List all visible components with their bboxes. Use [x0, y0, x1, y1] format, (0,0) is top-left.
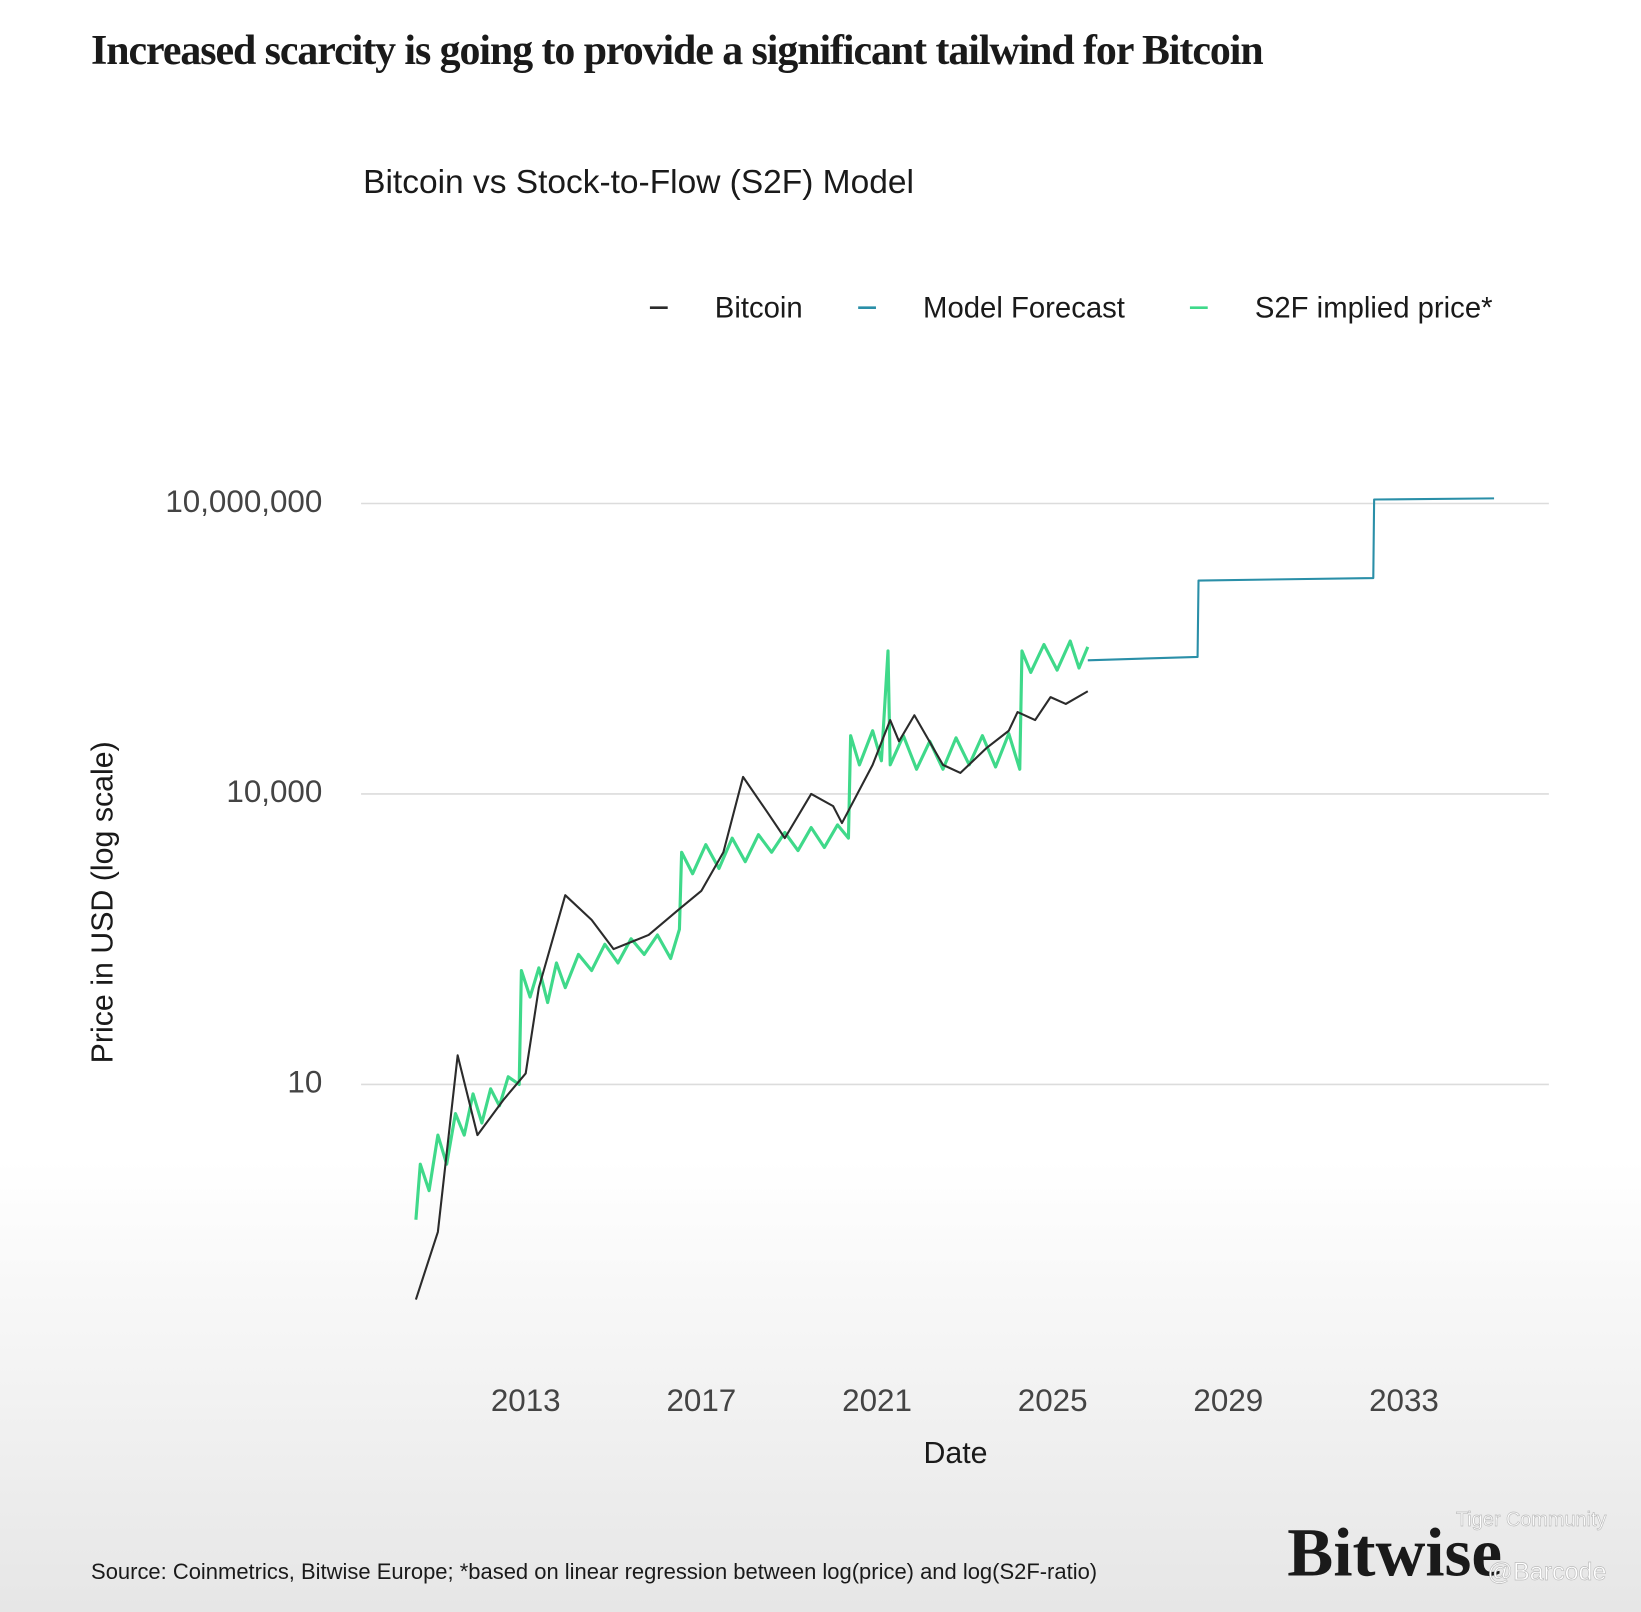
x-tick-label: 2013 — [491, 1383, 561, 1418]
y-tick-label: 10,000 — [226, 774, 322, 809]
source-note: Source: Coinmetrics, Bitwise Europe; *ba… — [91, 1559, 1097, 1584]
x-tick-label: 2025 — [1018, 1383, 1088, 1418]
watermark: Tiger Community — [1456, 1509, 1607, 1531]
y-tick-label: 10,000,000 — [165, 484, 322, 519]
x-tick-label: 2033 — [1369, 1383, 1439, 1418]
watermark: @Barcode — [1487, 1558, 1606, 1586]
chart-title: Increased scarcity is going to provide a… — [91, 28, 1263, 74]
y-tick-label: 10 — [287, 1065, 322, 1100]
legend-label: Bitcoin — [715, 292, 803, 325]
x-axis-label: Date — [923, 1437, 987, 1470]
legend-label: S2F implied price* — [1255, 292, 1493, 325]
x-tick-label: 2029 — [1193, 1383, 1263, 1418]
series-line — [414, 690, 1089, 1300]
y-axis-label: Price in USD (log scale) — [87, 741, 120, 1063]
series-line — [414, 639, 1090, 1220]
x-tick-label: 2021 — [842, 1383, 912, 1418]
chart-subtitle: Bitcoin vs Stock-to-Flow (S2F) Model — [363, 164, 914, 201]
brand-logo: Bitwise — [1287, 1514, 1502, 1591]
x-tick-label: 2017 — [666, 1383, 736, 1418]
series-line — [1087, 497, 1495, 662]
legend-label: Model Forecast — [923, 292, 1125, 325]
